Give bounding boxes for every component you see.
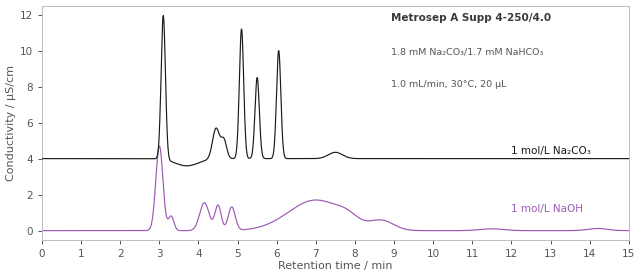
Text: Metrosep A Supp 4-250/4.0: Metrosep A Supp 4-250/4.0: [391, 12, 551, 23]
Text: 1.8 mM Na₂CO₃/1.7 mM NaHCO₃: 1.8 mM Na₂CO₃/1.7 mM NaHCO₃: [391, 48, 544, 57]
Text: 1.0 mL/min, 30°C, 20 μL: 1.0 mL/min, 30°C, 20 μL: [391, 80, 506, 89]
Text: 1 mol/L Na₂CO₃: 1 mol/L Na₂CO₃: [512, 145, 592, 155]
X-axis label: Retention time / min: Retention time / min: [278, 261, 393, 271]
Y-axis label: Conductivity / μS/cm: Conductivity / μS/cm: [6, 65, 15, 181]
Text: 1 mol/L NaOH: 1 mol/L NaOH: [512, 204, 583, 214]
